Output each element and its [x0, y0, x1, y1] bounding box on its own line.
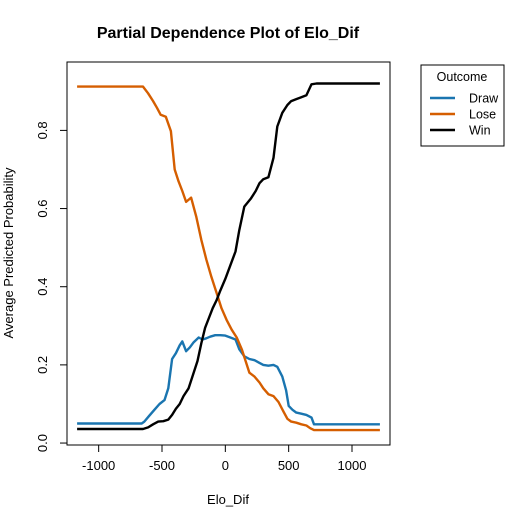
legend-entries: Draw Lose Win	[430, 92, 499, 138]
x-axis-label: Elo_Dif	[207, 492, 249, 507]
legend-label-draw: Draw	[469, 92, 499, 106]
y-tick-label: 0.2	[35, 356, 50, 374]
x-tick-label: 1000	[338, 458, 367, 473]
chart-title: Partial Dependence Plot of Elo_Dif	[97, 25, 360, 42]
legend-title: Outcome	[437, 70, 488, 84]
legend-label-win: Win	[469, 124, 491, 138]
legend-box	[420, 64, 505, 147]
x-axis: -1000 -500 0 500 1000	[82, 444, 367, 473]
plot-frame	[66, 61, 391, 446]
x-tick-label: 0	[222, 458, 229, 473]
legend: Outcome Draw Lose Win	[420, 64, 505, 147]
series-line-win	[77, 82, 380, 431]
y-tick-label: 0.6	[35, 200, 50, 218]
x-tick-label: 500	[278, 458, 300, 473]
y-axis-label: Average Predicted Probability	[1, 167, 16, 339]
y-axis: 0.0 0.2 0.4 0.6 0.8	[35, 121, 68, 452]
series-line-draw	[77, 334, 380, 426]
legend-label-lose: Lose	[469, 108, 496, 122]
x-tick-label: -500	[149, 458, 175, 473]
y-tick-label: 0.4	[35, 278, 50, 296]
y-tick-label: 0.0	[35, 434, 50, 452]
series-line-lose	[77, 85, 380, 432]
series-layer	[77, 82, 380, 432]
x-tick-label: -1000	[82, 458, 115, 473]
y-tick-label: 0.8	[35, 121, 50, 139]
